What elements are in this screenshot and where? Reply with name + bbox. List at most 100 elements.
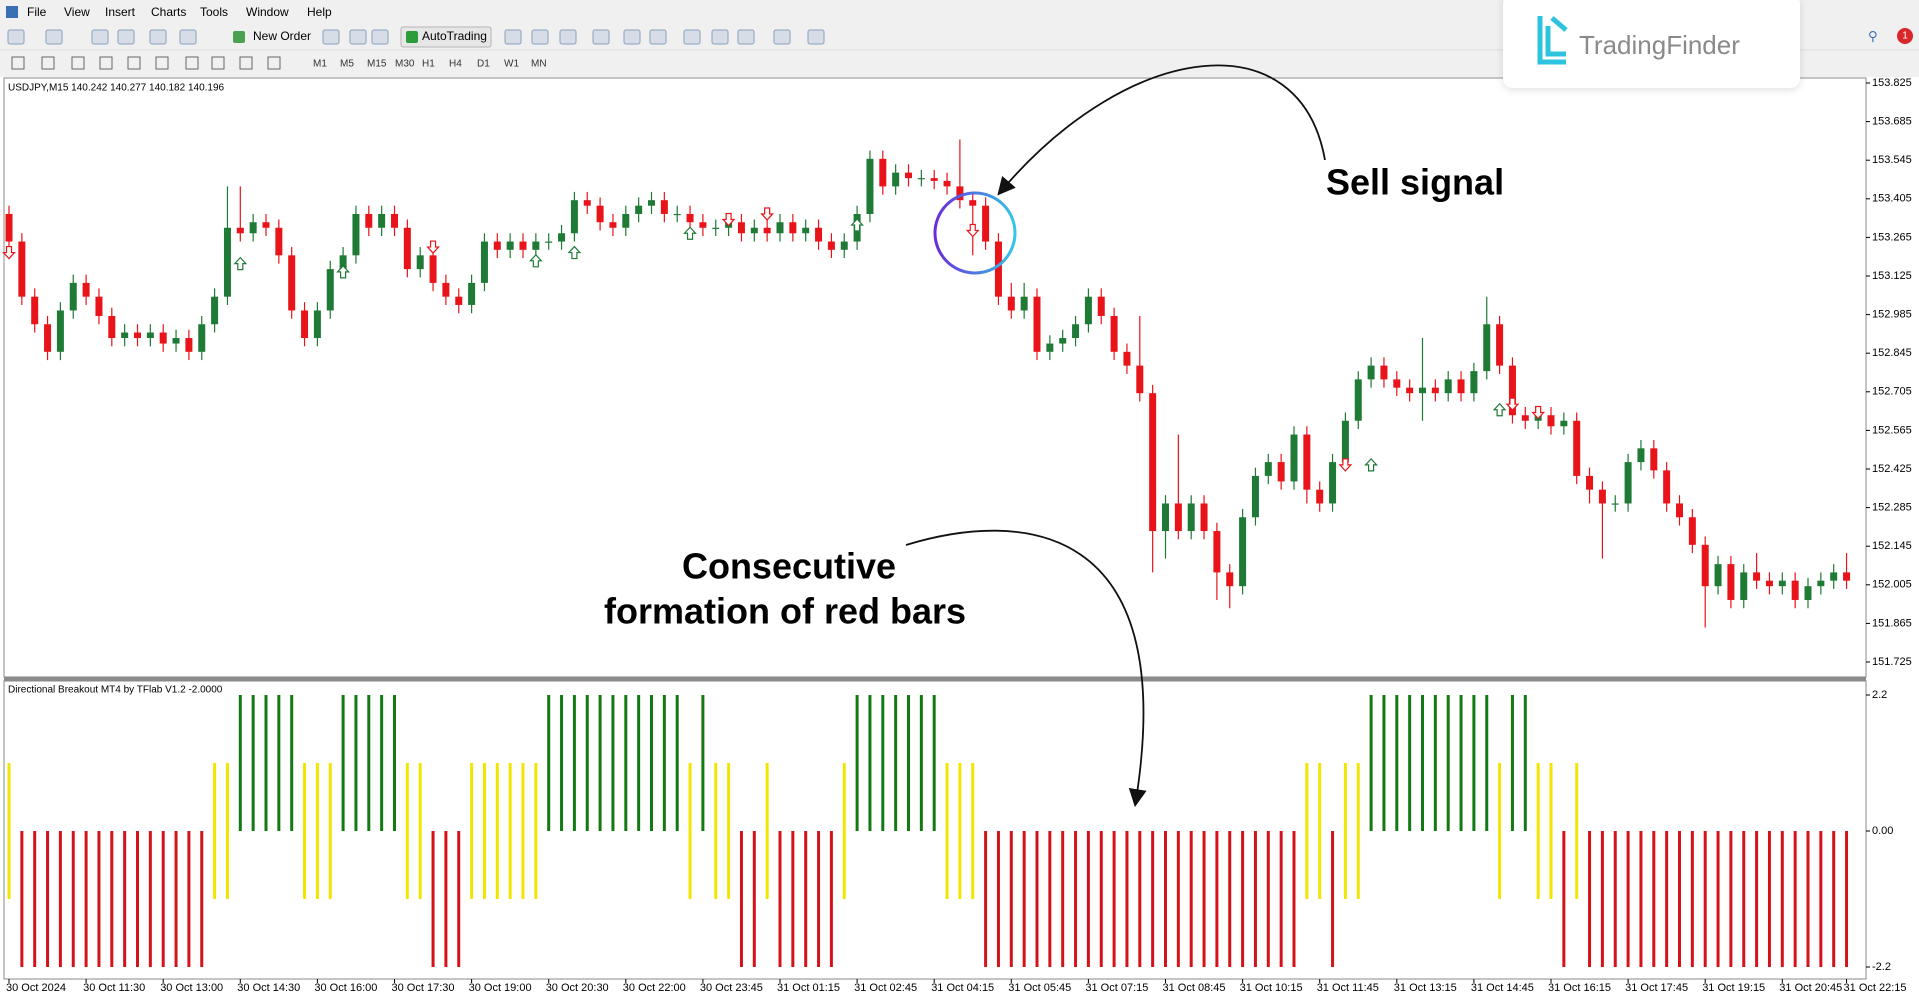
candle-body xyxy=(930,178,938,181)
candle-body xyxy=(1444,379,1452,394)
toolbar-icon[interactable] xyxy=(683,29,701,45)
y-tick-label: 152.705 xyxy=(1872,386,1912,398)
menu-item[interactable]: Insert xyxy=(105,5,136,19)
x-tick-label: 30 Oct 22:00 xyxy=(623,982,686,994)
toolbar-icon[interactable] xyxy=(807,29,825,45)
toolbar-icon[interactable] xyxy=(531,29,549,45)
candle-body xyxy=(185,338,193,352)
search-icon[interactable]: ⚲ xyxy=(1868,28,1878,43)
y-tick-label: 152.425 xyxy=(1872,463,1912,475)
candle-body xyxy=(1740,572,1748,600)
candle-body xyxy=(339,255,347,270)
buy-arrow xyxy=(1492,402,1507,417)
candle-body xyxy=(686,213,694,223)
x-tick-label: 30 Oct 14:30 xyxy=(237,982,300,994)
candle-body xyxy=(365,213,373,228)
candle-body xyxy=(134,332,141,339)
toolbar-icon[interactable] xyxy=(623,29,641,45)
menu-item[interactable]: Help xyxy=(307,5,332,19)
new-order-button[interactable]: New Order xyxy=(253,29,311,43)
menu-item[interactable]: Tools xyxy=(200,5,228,19)
sell-arrow xyxy=(1338,458,1353,472)
y-tick-label: 153.545 xyxy=(1872,154,1912,166)
toolbar-icon[interactable] xyxy=(179,29,197,45)
candle-body xyxy=(1598,489,1606,504)
candle-body xyxy=(1200,503,1208,532)
candle-body xyxy=(1033,296,1041,352)
x-tick-label: 30 Oct 16:00 xyxy=(314,982,377,994)
timeframe-button[interactable]: M30 xyxy=(395,59,415,70)
toolbar-icon[interactable] xyxy=(737,29,755,45)
y-tick-label: 152.985 xyxy=(1872,309,1912,321)
candle-body xyxy=(1097,296,1105,316)
y-tick-label: 151.725 xyxy=(1872,656,1912,668)
timeframe-button[interactable]: M5 xyxy=(340,59,354,70)
toolbar-icon[interactable] xyxy=(149,29,167,45)
timeframe-button[interactable]: D1 xyxy=(477,59,490,70)
candle-body xyxy=(1316,489,1324,504)
toolbar-icon[interactable] xyxy=(773,29,791,45)
x-tick-label: 30 Oct 2024 xyxy=(6,982,66,994)
candle-body xyxy=(1226,572,1234,587)
timeframe-button[interactable]: H1 xyxy=(422,59,435,70)
logo-text: TradingFinder xyxy=(1579,30,1740,60)
tool-icon[interactable] xyxy=(211,56,225,70)
tool-icon[interactable] xyxy=(155,56,169,70)
timeframe-button[interactable]: W1 xyxy=(504,59,519,70)
menu-item[interactable]: File xyxy=(27,5,47,19)
toolbar-icon[interactable] xyxy=(322,29,340,45)
indicator-title: Directional Breakout MT4 by TFlab V1.2 -… xyxy=(8,685,223,696)
toolbar-icon[interactable] xyxy=(649,29,667,45)
menu-item[interactable]: Window xyxy=(246,5,289,19)
candle-body xyxy=(1753,572,1761,581)
timeframe-button[interactable]: M1 xyxy=(313,59,327,70)
candle-body xyxy=(1521,415,1529,421)
candle-body xyxy=(1483,324,1491,372)
notification-badge[interactable] xyxy=(1897,28,1913,44)
candle-body xyxy=(275,227,283,256)
tool-icon[interactable] xyxy=(127,56,141,70)
toolbar-icon[interactable] xyxy=(349,29,367,45)
menu-item[interactable]: Charts xyxy=(151,5,186,19)
candle-body xyxy=(1251,475,1259,518)
y-tick-label: 153.405 xyxy=(1872,193,1912,205)
candle-body xyxy=(596,205,604,223)
candle-body xyxy=(558,233,566,242)
candle-body xyxy=(1573,420,1581,476)
tool-icon[interactable] xyxy=(11,56,25,70)
x-tick-label: 31 Oct 16:15 xyxy=(1548,982,1611,994)
tool-icon[interactable] xyxy=(99,56,113,70)
x-tick-label: 30 Oct 11:30 xyxy=(83,982,145,994)
menu-item[interactable]: View xyxy=(64,5,90,19)
candle-body xyxy=(943,180,951,187)
y-tick-label: 153.125 xyxy=(1872,270,1912,282)
red-bars-arrow xyxy=(905,529,1147,808)
tool-icon[interactable] xyxy=(239,56,253,70)
candle-body xyxy=(1727,564,1735,600)
candle-body xyxy=(1341,420,1349,463)
timeframe-button[interactable]: H4 xyxy=(449,59,462,70)
autotrading-button[interactable] xyxy=(400,26,492,48)
toolbar-icon[interactable] xyxy=(711,29,729,45)
tool-icon[interactable] xyxy=(71,56,85,70)
toolbar-icon[interactable] xyxy=(7,29,25,45)
toolbar-icon[interactable] xyxy=(592,29,610,45)
timeframe-button[interactable]: M15 xyxy=(367,59,387,70)
y-tick-label: 0.00 xyxy=(1872,825,1893,837)
tool-icon[interactable] xyxy=(267,56,281,70)
tool-icon[interactable] xyxy=(41,56,55,70)
toolbar-icon[interactable] xyxy=(91,29,109,45)
candle-body xyxy=(31,296,39,325)
tool-icon[interactable] xyxy=(185,56,199,70)
toolbar-icon[interactable] xyxy=(117,29,135,45)
toolbar-icon[interactable] xyxy=(371,29,389,45)
autotrading-label[interactable]: AutoTrading xyxy=(422,29,487,43)
x-tick-label: 31 Oct 07:15 xyxy=(1085,982,1148,994)
toolbar-icon[interactable] xyxy=(559,29,577,45)
toolbar-icon[interactable] xyxy=(45,29,63,45)
y-tick-label: 152.005 xyxy=(1872,579,1912,591)
candle-body xyxy=(262,222,270,228)
toolbar-icon[interactable] xyxy=(504,29,522,45)
timeframe-button[interactable]: MN xyxy=(531,59,547,70)
candle-body xyxy=(288,255,296,311)
